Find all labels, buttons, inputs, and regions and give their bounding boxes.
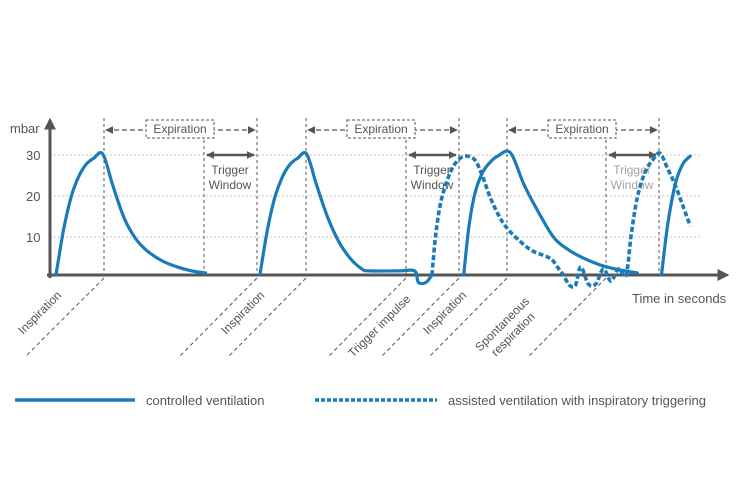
leader-7 (528, 277, 607, 357)
trigger-window-label-3b: Window (611, 178, 654, 192)
legend-label-assisted: assisted ventilation with inspiratory tr… (448, 393, 706, 408)
series-layer (54, 149, 692, 289)
expiration-box-3 (547, 119, 617, 139)
label-inspiration-3: Inspiration (420, 288, 469, 337)
y-tick-30: 30 (26, 148, 40, 163)
leader-6 (429, 277, 508, 357)
label-trigger-impulse: Trigger impulse (345, 292, 413, 360)
leader-2 (179, 277, 258, 357)
legend: controlled ventilation assisted ventilat… (15, 393, 706, 408)
leader-5 (381, 277, 460, 357)
phase-boundaries (103, 118, 660, 275)
expiration-label-3: Expiration (555, 122, 608, 136)
grid (50, 154, 700, 238)
trigger-window-label-1a: Trigger (211, 163, 249, 177)
leader-3 (228, 277, 307, 357)
expiration-label-1: Expiration (153, 122, 206, 136)
series-controlled-line-1 (54, 151, 208, 277)
legend-label-controlled: controlled ventilation (146, 393, 265, 408)
expiration-label-2: Expiration (354, 122, 407, 136)
trigger-window-label-3a: Trigger (613, 163, 651, 177)
trigger-window-label-1b: Window (209, 178, 252, 192)
trigger-window-label-2a: Trigger (413, 163, 451, 177)
expiration-box-1 (145, 119, 215, 139)
y-tick-20: 20 (26, 189, 40, 204)
annotation-leaders (25, 277, 607, 357)
x-axis-label: Time in seconds (632, 291, 727, 306)
series-assisted-line (430, 151, 692, 289)
y-tick-10: 10 (26, 230, 40, 245)
label-inspiration-2: Inspiration (218, 288, 267, 337)
leader-4 (328, 277, 407, 357)
series-controlled-line-3 (462, 149, 639, 277)
label-inspiration-1: Inspiration (15, 288, 64, 337)
expiration-boxes (145, 119, 617, 139)
series-controlled-line-2 (258, 151, 434, 286)
leader-1 (25, 277, 105, 357)
y-unit-label: mbar (10, 121, 40, 136)
expiration-box-2 (346, 119, 416, 139)
